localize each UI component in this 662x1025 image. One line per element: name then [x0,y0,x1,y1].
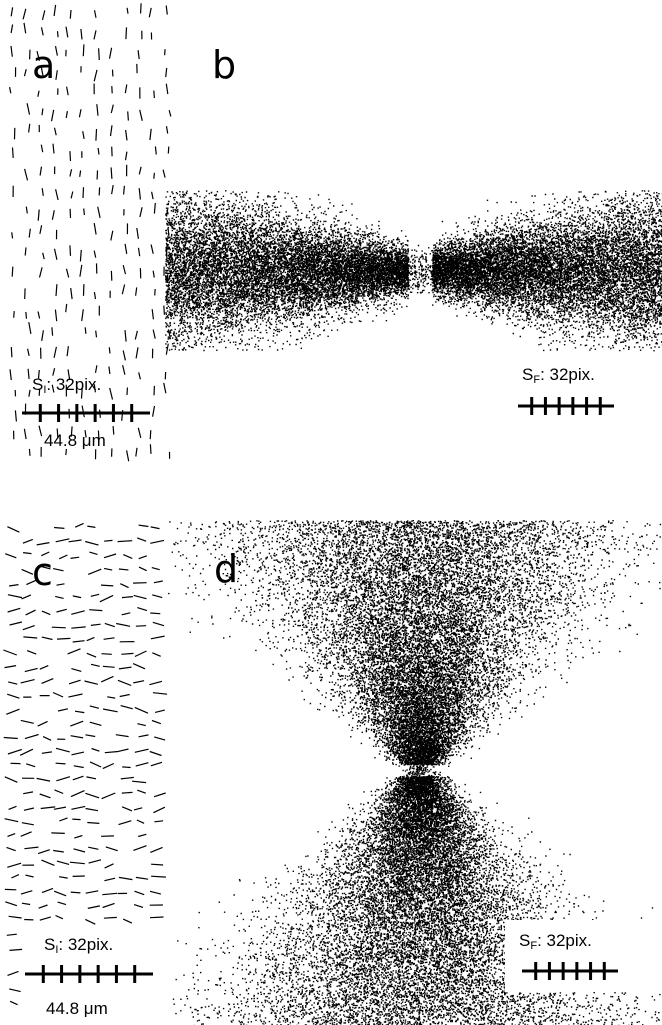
panel-label: b [212,43,236,87]
scale-label: SI: 32pix. [44,935,113,956]
scale-label: SI: 32pix. [32,375,101,396]
scale-ticks [25,965,153,983]
length-label: 44.8 μm [44,431,106,450]
texture-layer [3,3,662,1025]
scale-label: SF: 32pix. [522,365,595,386]
scale-bar [25,965,153,983]
symbol: S [44,935,55,954]
panel-label: a [32,43,55,87]
symbol: S [522,365,533,384]
symbol: S [519,931,530,950]
scale-text: : 32pix. [540,365,595,384]
symbol: S [32,375,43,394]
orientation-dashes [3,3,170,1004]
scale-text: : 32pix. [46,375,101,394]
scale-bar [518,397,614,415]
scale-ticks [22,404,150,422]
scale-bar [22,404,150,422]
length-label: 44.8 μm [46,999,108,1018]
panel-label: c [32,550,53,594]
scale-label: SF: 32pix. [519,931,592,952]
scale-text: : 32pix. [537,931,592,950]
scale-text: : 32pix. [58,935,113,954]
fourier-dots [165,190,662,1025]
panel-label: d [214,547,238,591]
scale-ticks [518,397,614,415]
